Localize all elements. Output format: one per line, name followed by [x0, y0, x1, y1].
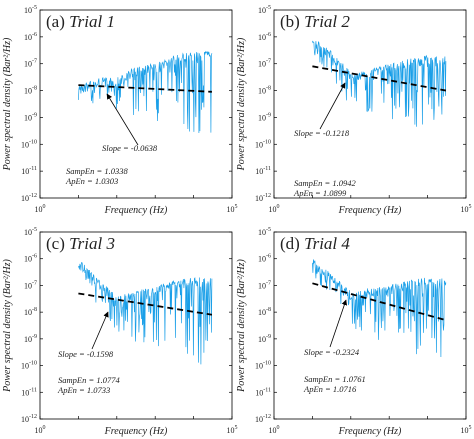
- panel-label: (b): [280, 12, 304, 31]
- spectrum-line: [312, 40, 447, 127]
- spectrum-line: [78, 50, 213, 133]
- x-tick-label: 105: [461, 204, 472, 214]
- y-tick-label: 10-9: [24, 334, 37, 344]
- x-tick-label: 100: [269, 204, 280, 214]
- trial-title: Trial 2: [304, 12, 350, 31]
- fit-line: [78, 292, 213, 316]
- fit-line: [78, 84, 212, 93]
- plot-frame: [273, 9, 467, 199]
- x-axis-label: Frequency (Hz): [338, 426, 402, 437]
- panel-label: (a): [46, 12, 69, 31]
- x-tick-label: 100: [269, 425, 280, 435]
- sampen-label: SampEn = 1.0774: [58, 375, 120, 385]
- x-tick-label: 100: [35, 204, 46, 214]
- x-tick-label: 105: [227, 204, 238, 214]
- x-tick-label: 105: [461, 425, 472, 435]
- y-tick-label: 10-5: [258, 227, 271, 237]
- panel-title: (a) Trial 1: [46, 12, 115, 31]
- slope-label: Slope = -0.0638: [102, 143, 158, 153]
- apen-label: ApEn = 1.0303: [65, 176, 118, 186]
- x-tick-label: 100: [35, 425, 46, 435]
- panel-title: (b) Trial 2: [280, 12, 350, 31]
- x-axis-label: Frequency (Hz): [338, 205, 402, 216]
- slope-label: Slope = -0.2324: [304, 347, 360, 357]
- y-tick-label: 10-7: [24, 280, 37, 290]
- sampen-label: SampEn = 1.0761: [304, 374, 366, 384]
- y-tick-label: 10-12: [21, 193, 37, 203]
- slope-label: Slope = -0.1598: [58, 349, 114, 359]
- y-tick-label: 10-6: [258, 32, 271, 42]
- y-tick-label: 10-7: [258, 59, 271, 69]
- y-tick-label: 10-12: [255, 193, 271, 203]
- slope-label: Slope = -0.1218: [294, 128, 350, 138]
- slope-arrow: [106, 93, 139, 146]
- y-axis-label: Power spectral density (Bar²/Hz): [236, 37, 247, 171]
- y-tick-label: 10-7: [24, 59, 37, 69]
- panel-label: (c): [46, 234, 69, 253]
- y-tick-label: 10-11: [21, 387, 37, 397]
- y-axis-label: Power spectral density (Bar²/Hz): [236, 258, 247, 392]
- y-tick-label: 10-8: [24, 86, 37, 96]
- slope-arrow: [329, 299, 348, 348]
- fit-line: [312, 282, 447, 322]
- y-tick-label: 10-10: [21, 361, 37, 371]
- y-tick-label: 10-9: [258, 112, 271, 122]
- y-tick-label: 10-8: [258, 86, 271, 96]
- apen-label: ApEn = 1.0899: [293, 188, 347, 198]
- trial-title: Trial 1: [69, 12, 115, 31]
- plot-frame: [39, 231, 233, 420]
- plot-frame: [273, 231, 467, 420]
- y-tick-label: 10-11: [255, 387, 271, 397]
- sampen-label: SampEn = 1.0338: [66, 166, 128, 176]
- x-tick-label: 105: [227, 425, 238, 435]
- y-tick-label: 10-6: [258, 254, 271, 264]
- panel-title: (d) Trial 4: [280, 234, 350, 253]
- y-tick-label: 10-11: [255, 166, 271, 176]
- y-axis-label: Power spectral density (Bar²/Hz): [2, 258, 13, 392]
- y-tick-label: 10-12: [21, 414, 37, 424]
- y-tick-label: 10-10: [21, 139, 37, 149]
- slope-arrow: [91, 311, 109, 350]
- x-axis-label: Frequency (Hz): [104, 426, 168, 437]
- y-tick-label: 10-5: [24, 227, 37, 237]
- panel-title: (c) Trial 3: [46, 234, 115, 253]
- y-axis-label: Power spectral density (Bar²/Hz): [2, 37, 13, 171]
- trial-title: Trial 3: [69, 234, 115, 253]
- y-tick-label: 10-10: [255, 139, 271, 149]
- y-tick-label: 10-6: [24, 32, 37, 42]
- panel-1: 10-12 10-11 10-10 10-9 10-8 10-7 10-6 10-5 100 10…: [2, 5, 238, 216]
- sampen-label: SampEn = 1.0942: [294, 178, 356, 188]
- slope-arrow: [319, 82, 346, 130]
- spectrum-line: [312, 259, 447, 357]
- x-axis-label: Frequency (Hz): [104, 205, 168, 216]
- y-tick-label: 10-12: [255, 414, 271, 424]
- panel-label: (d): [280, 234, 304, 253]
- panel-4: 10-12 10-11 10-10 10-9 10-8 10-7 10-6 10-5 100 10…: [236, 227, 472, 437]
- panel-2: 10-12 10-11 10-10 10-9 10-8 10-7 10-6 10-5 100 10…: [236, 5, 472, 216]
- apen-label: ApEn = 1.0733: [57, 385, 110, 395]
- trial-title: Trial 4: [304, 234, 350, 253]
- fit-line: [312, 65, 447, 92]
- y-tick-label: 10-9: [24, 112, 37, 122]
- y-tick-label: 10-11: [21, 166, 37, 176]
- y-tick-label: 10-5: [258, 5, 271, 15]
- y-tick-label: 10-9: [258, 334, 271, 344]
- y-tick-label: 10-7: [258, 280, 271, 290]
- y-tick-label: 10-8: [24, 307, 37, 317]
- panel-3: 10-12 10-11 10-10 10-9 10-8 10-7 10-6 10-5 100 10…: [2, 227, 238, 437]
- y-tick-label: 10-10: [255, 361, 271, 371]
- plot-frame: [39, 9, 233, 199]
- y-tick-label: 10-5: [24, 5, 37, 15]
- y-tick-label: 10-6: [24, 254, 37, 264]
- y-tick-label: 10-8: [258, 307, 271, 317]
- apen-label: ApEn = 1.0716: [303, 384, 357, 394]
